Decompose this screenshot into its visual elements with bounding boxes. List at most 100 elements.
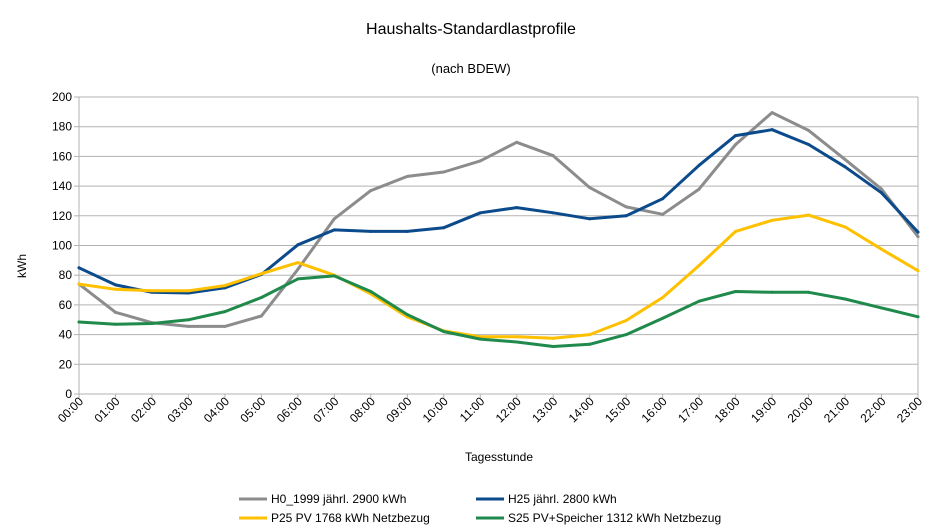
- data-point: [515, 340, 519, 344]
- legend: H0_1999 jährl. 2900 kWh H25 jährl. 2800 k…: [239, 492, 721, 525]
- data-point: [442, 226, 446, 230]
- data-point: [369, 229, 373, 233]
- data-point: [770, 218, 774, 222]
- data-point: [770, 128, 774, 132]
- y-tick-label: 120: [52, 209, 72, 223]
- data-point: [259, 272, 263, 276]
- data-point: [442, 170, 446, 174]
- data-point: [880, 191, 884, 195]
- data-point: [734, 290, 738, 294]
- y-tick-label: 140: [52, 179, 72, 193]
- data-point: [332, 217, 336, 221]
- series-line-2: [77, 128, 920, 295]
- data-point: [113, 283, 117, 287]
- y-tick-label: 180: [52, 120, 72, 134]
- data-point: [843, 165, 847, 169]
- data-point: [697, 187, 701, 191]
- data-point: [113, 287, 117, 291]
- data-point: [478, 159, 482, 163]
- data-point: [515, 206, 519, 210]
- y-tick-label: 20: [59, 357, 73, 371]
- legend-label: H0_1999 jährl. 2900 kWh: [271, 492, 406, 506]
- data-point: [880, 247, 884, 251]
- data-point: [916, 230, 920, 234]
- data-point: [442, 330, 446, 334]
- data-point: [588, 333, 592, 337]
- data-point: [770, 290, 774, 294]
- data-point: [369, 290, 373, 294]
- data-point: [624, 205, 628, 209]
- data-point: [697, 299, 701, 303]
- data-point: [807, 290, 811, 294]
- data-point: [296, 277, 300, 281]
- data-point: [515, 140, 519, 144]
- data-point: [332, 274, 336, 278]
- data-point: [332, 228, 336, 232]
- data-point: [186, 318, 190, 322]
- legend-label: P25 PV 1768 kWh Netzbezug: [271, 511, 430, 525]
- data-point: [77, 320, 81, 324]
- data-point: [916, 269, 920, 273]
- data-point: [807, 213, 811, 217]
- data-point: [807, 128, 811, 132]
- data-point: [843, 297, 847, 301]
- data-point: [77, 282, 81, 286]
- gridlines: [79, 96, 918, 395]
- legend-label: H25 jährl. 2800 kWh: [508, 492, 617, 506]
- data-point: [551, 344, 555, 348]
- chart-title: Haushalts-Standardlastprofile: [366, 21, 576, 38]
- data-point: [259, 295, 263, 299]
- data-point: [843, 157, 847, 161]
- y-tick-label: 40: [59, 328, 73, 342]
- data-point: [223, 324, 227, 328]
- chart-subtitle: (nach BDEW): [431, 61, 510, 76]
- data-point: [405, 229, 409, 233]
- y-tick-label: 100: [52, 239, 72, 253]
- data-point: [113, 322, 117, 326]
- data-point: [150, 321, 154, 325]
- data-point: [588, 342, 592, 346]
- data-point: [661, 316, 665, 320]
- legend-label: S25 PV+Speicher 1312 kWh Netzbezug: [508, 511, 721, 525]
- data-point: [916, 315, 920, 319]
- data-point: [661, 197, 665, 201]
- data-point: [588, 217, 592, 221]
- data-point: [478, 211, 482, 215]
- data-point: [588, 186, 592, 190]
- data-point: [186, 324, 190, 328]
- data-point: [77, 266, 81, 270]
- y-tick-label: 0: [65, 387, 72, 401]
- data-point: [478, 337, 482, 341]
- y-axis: 0 20 40 60 80 100 120 140 160 180 200: [52, 90, 79, 401]
- data-point: [697, 264, 701, 268]
- data-point: [661, 212, 665, 216]
- data-point: [697, 163, 701, 167]
- data-point: [150, 289, 154, 293]
- data-point: [405, 313, 409, 317]
- data-point: [880, 187, 884, 191]
- data-point: [113, 310, 117, 314]
- data-point: [296, 243, 300, 247]
- x-axis-label: Tagesstunde: [465, 450, 533, 464]
- data-point: [223, 284, 227, 288]
- data-point: [405, 174, 409, 178]
- data-point: [296, 261, 300, 265]
- data-point: [734, 229, 738, 233]
- data-point: [770, 111, 774, 115]
- data-point: [624, 333, 628, 337]
- data-point: [551, 154, 555, 158]
- data-point: [223, 310, 227, 314]
- data-point: [916, 235, 920, 239]
- data-point: [734, 134, 738, 138]
- data-point: [880, 306, 884, 310]
- data-point: [515, 335, 519, 339]
- data-point: [551, 211, 555, 215]
- data-point: [843, 225, 847, 229]
- y-tick-label: 80: [59, 268, 73, 282]
- series-layer: [77, 111, 920, 348]
- data-point: [369, 189, 373, 193]
- data-point: [807, 143, 811, 147]
- y-axis-label: kWh: [15, 254, 29, 278]
